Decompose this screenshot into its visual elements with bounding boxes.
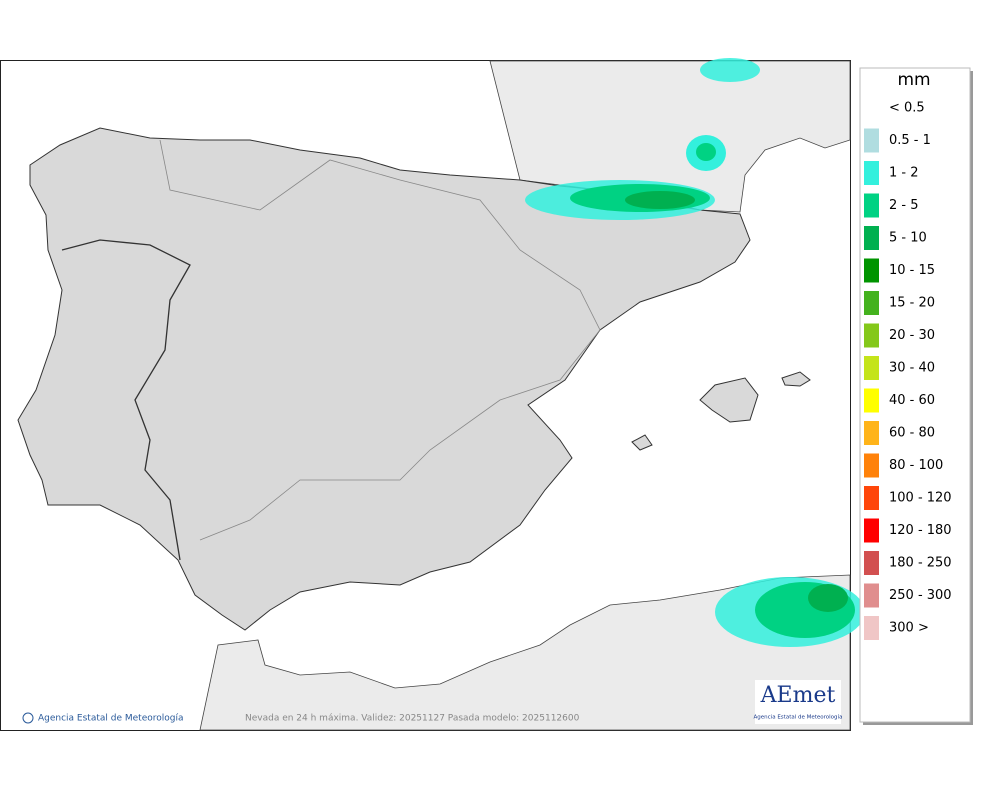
legend-swatch xyxy=(864,258,879,283)
snow-area xyxy=(625,191,695,209)
logo-subtitle: Agencia Estatal de Meteorología xyxy=(754,714,843,721)
legend-swatch xyxy=(864,291,879,315)
legend-title: mm xyxy=(897,70,930,90)
ibiza xyxy=(631,434,653,451)
copyright-icon xyxy=(22,712,34,724)
legend-label: 40 - 60 xyxy=(889,393,935,408)
legend-swatch xyxy=(864,616,879,640)
snow-area xyxy=(696,143,716,161)
legend-label: 60 - 80 xyxy=(889,426,935,441)
legend-label: 15 - 20 xyxy=(889,296,935,311)
legend-label: 120 - 180 xyxy=(889,523,952,538)
logo: AEmet xyxy=(760,683,836,708)
legend-swatch xyxy=(864,323,879,348)
legend-label: 1 - 2 xyxy=(889,166,919,181)
legend-swatch xyxy=(864,356,879,380)
map: Agencia Estatal de Meteorología Nevada e… xyxy=(0,58,865,731)
credit: Agencia Estatal de Meteorología xyxy=(38,714,184,724)
legend-swatch xyxy=(864,226,879,250)
snow-areas xyxy=(525,58,865,647)
legend-swatch xyxy=(864,193,879,218)
snow-area xyxy=(700,58,760,82)
legend-label: 0.5 - 1 xyxy=(889,133,931,148)
logo-box xyxy=(755,680,841,724)
portugal-border xyxy=(61,239,191,561)
legend-swatch xyxy=(864,551,879,575)
legend-label: 2 - 5 xyxy=(889,198,919,213)
legend-label: 20 - 30 xyxy=(889,328,935,343)
legend-label: 300 > xyxy=(889,621,929,636)
legend-swatch xyxy=(864,388,879,413)
region-borders xyxy=(159,139,601,541)
legend-label: 10 - 15 xyxy=(889,263,935,278)
menorca xyxy=(781,371,811,387)
legend-swatch xyxy=(864,128,879,153)
legend-swatch xyxy=(864,518,879,543)
legend-label: 5 - 10 xyxy=(889,231,927,246)
legend-swatch xyxy=(864,161,879,185)
legend-label: < 0.5 xyxy=(889,101,925,116)
legend-swatch xyxy=(864,421,879,445)
legend-label: 100 - 120 xyxy=(889,491,952,506)
legend-swatch xyxy=(864,486,879,510)
snow-area xyxy=(808,584,848,612)
legend-label: 180 - 250 xyxy=(889,556,952,571)
legend: mm < 0.5 0.5 - 1 1 - 2 2 - 5 5 - 10 10 - 15 15… xyxy=(859,67,973,725)
legend-swatch xyxy=(864,583,879,608)
iberia xyxy=(17,127,751,631)
legend-label: 80 - 100 xyxy=(889,458,943,473)
caption: Nevada en 24 h máxima. Validez: 20251127… xyxy=(245,714,580,724)
legend-swatch xyxy=(864,453,879,478)
mallorca xyxy=(699,377,759,423)
legend-label: 250 - 300 xyxy=(889,588,952,603)
legend-label: 30 - 40 xyxy=(889,361,935,376)
